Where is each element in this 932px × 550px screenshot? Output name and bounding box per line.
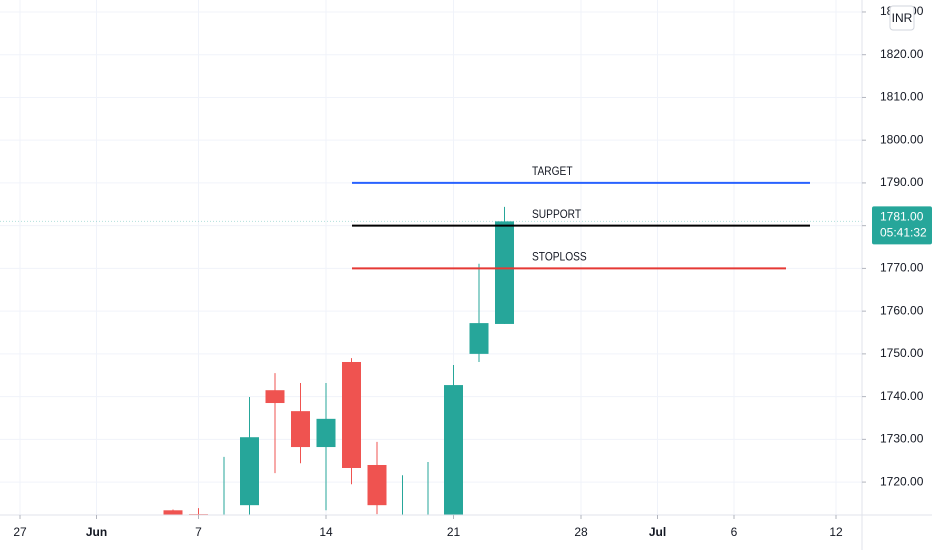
- price-tag-value: 1781.00: [880, 210, 924, 224]
- candle-body: [342, 361, 361, 468]
- candle-body: [495, 221, 514, 324]
- level-label: TARGET: [532, 165, 573, 178]
- y-tick-label: 1760.00: [880, 303, 924, 317]
- x-tick-label: 7: [195, 525, 202, 539]
- candle-body: [469, 323, 489, 354]
- y-tick-label: 1770.00: [880, 261, 924, 275]
- x-tick-label: 6: [731, 525, 738, 539]
- y-tick-label: 1820.00: [880, 47, 924, 61]
- countdown: 05:41:32: [880, 226, 927, 240]
- y-tick-label: 1750.00: [880, 346, 924, 360]
- currency-badge: [889, 5, 915, 31]
- candle-body: [291, 411, 310, 448]
- candle-body: [393, 525, 412, 546]
- x-tick-label: 21: [447, 525, 461, 539]
- y-tick-label: 1730.00: [880, 432, 924, 446]
- x-tick-label: Jun: [86, 525, 107, 539]
- y-tick-label: 1720.00: [880, 474, 924, 488]
- x-tick-label: 27: [13, 525, 27, 539]
- x-tick-label: 14: [319, 525, 333, 539]
- level-label: STOPLOSS: [532, 251, 587, 264]
- y-tick-label: 1800.00: [880, 132, 924, 146]
- candle-body: [240, 437, 259, 506]
- x-tick-label: Jul: [649, 525, 666, 539]
- candle-body: [163, 510, 183, 515]
- level-label: SUPPORT: [532, 208, 581, 221]
- y-tick-label: 1810.00: [880, 90, 924, 104]
- y-tick-label: 1740.00: [880, 389, 924, 403]
- price-tag: [872, 206, 932, 245]
- candle-body: [316, 418, 336, 448]
- y-tick-label: 1790.00: [880, 175, 924, 189]
- currency: INR: [892, 11, 913, 25]
- grid: [0, 0, 862, 515]
- axes: 1720.00 1730.00 1740.00 1750.00 1760.00 1770.…: [13, 4, 932, 539]
- candle-body: [444, 385, 463, 515]
- candle-body: [215, 525, 234, 546]
- candle-body: [367, 464, 387, 506]
- candle-body: [265, 390, 285, 404]
- plot-area: [0, 206, 862, 546]
- x-tick-label: 12: [829, 525, 843, 539]
- candle-body: [419, 533, 438, 546]
- x-tick-label: 28: [574, 525, 588, 539]
